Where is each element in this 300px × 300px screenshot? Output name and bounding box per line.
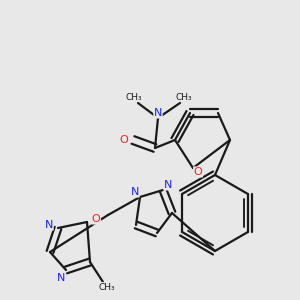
Text: N: N	[164, 180, 172, 190]
Text: N: N	[131, 187, 139, 197]
Text: N: N	[45, 220, 53, 230]
Text: O: O	[120, 135, 128, 145]
Text: CH₃: CH₃	[126, 92, 142, 101]
Text: N: N	[154, 108, 162, 118]
Text: CH₃: CH₃	[99, 283, 115, 292]
Text: O: O	[92, 214, 100, 224]
Text: CH₃: CH₃	[176, 92, 192, 101]
Text: O: O	[194, 167, 202, 177]
Text: N: N	[57, 273, 65, 283]
